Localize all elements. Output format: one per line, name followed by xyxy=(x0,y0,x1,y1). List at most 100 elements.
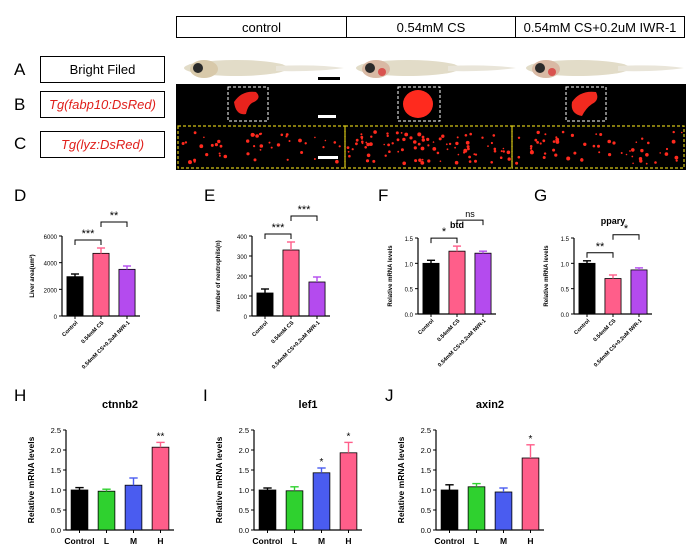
neutrophil-dot xyxy=(346,146,350,149)
y-axis-label: number of neutrophils(n) xyxy=(216,240,222,311)
neutrophil-dot xyxy=(427,159,431,163)
neutrophil-dot xyxy=(285,135,288,138)
neutrophil-dot xyxy=(400,148,404,152)
significance-label: ** xyxy=(596,241,605,253)
panel-letter-e: E xyxy=(204,186,216,205)
neutrophil-dot xyxy=(672,130,675,134)
neutrophil-dot xyxy=(364,146,367,149)
x-tick-label: H xyxy=(527,536,533,546)
neutrophil-dot xyxy=(259,144,264,148)
neutrophil-dot xyxy=(659,152,661,154)
neutrophil-dot xyxy=(446,148,449,151)
neutrophil-dot xyxy=(421,158,424,161)
neutrophil-dot xyxy=(640,148,644,153)
neutrophil-dot xyxy=(639,159,643,163)
y-tick-label: 0.5 xyxy=(421,506,431,515)
neutrophil-dot xyxy=(366,153,371,158)
x-tick-label: Control xyxy=(417,318,435,336)
neutrophil-dot xyxy=(391,142,394,145)
neutrophil-dot xyxy=(404,132,409,137)
neutrophil-dot xyxy=(607,139,611,144)
neutrophil-dot xyxy=(536,130,540,135)
panel-letter-b: B xyxy=(14,95,26,114)
bright-field-images xyxy=(184,60,684,80)
neutrophil-dot xyxy=(432,141,435,143)
y-axis-label: Liver area(um²) xyxy=(29,254,36,297)
neutrophil-dot xyxy=(387,143,390,147)
neutrophil-dot xyxy=(515,161,519,165)
neutrophil-dot xyxy=(355,138,359,142)
neutrophil-dot xyxy=(664,152,669,156)
y-tick-label: 4000 xyxy=(44,262,58,268)
neutrophil-dot xyxy=(598,151,601,154)
chart-neutrophils: 0 100 200 300 400 number of neutrophils(n) Con… xyxy=(216,204,330,371)
neutrophil-dot xyxy=(255,134,259,138)
y-tick-label: 0.0 xyxy=(421,526,431,535)
neutrophil-dot xyxy=(490,161,494,164)
neutrophil-dot xyxy=(203,136,205,139)
neutrophil-dot xyxy=(464,134,468,137)
neutrophil-dot xyxy=(270,146,273,149)
neutrophil-dot xyxy=(210,143,214,147)
neutrophil-dot xyxy=(529,145,533,148)
y-tick-label: 1.5 xyxy=(51,466,61,475)
neutrophil-dot xyxy=(361,140,364,144)
bar-2 xyxy=(92,252,110,317)
bar-3 xyxy=(494,491,513,531)
row-label-bright-field: Bright Filed xyxy=(40,56,165,83)
bar-3 xyxy=(118,268,136,317)
neutrophil-dot xyxy=(493,147,497,151)
x-tick-label: 0.54mM CS+0.2uM IWR-1 xyxy=(437,318,487,368)
neutrophil-dot xyxy=(181,142,185,145)
bar-3 xyxy=(124,484,143,531)
neutrophil-dot xyxy=(544,133,547,136)
y-tick-label: 1.0 xyxy=(421,486,431,495)
panel-letter-h: H xyxy=(14,386,27,405)
neutrophil-dot xyxy=(348,154,351,158)
neutrophil-dot xyxy=(631,148,635,152)
x-tick-label: Control xyxy=(61,320,79,338)
panel-letter-g: G xyxy=(534,186,548,205)
neutrophil-dot xyxy=(193,131,197,135)
significance-label: *** xyxy=(272,222,286,234)
neutrophil-dot xyxy=(599,133,603,136)
chart-title: ppary xyxy=(601,216,626,226)
y-axis-label: Relative mRNA levels xyxy=(544,245,550,307)
neutrophil-dot xyxy=(388,150,391,153)
neutrophil-dot xyxy=(313,158,316,160)
significance-bracket xyxy=(264,233,292,239)
neutrophil-dot xyxy=(300,151,304,154)
panel-letter-f: F xyxy=(378,186,389,205)
y-tick-label: 0.0 xyxy=(51,526,61,535)
x-tick-label: L xyxy=(292,536,297,546)
neutrophil-dot xyxy=(347,150,350,153)
bar-4 xyxy=(339,452,358,531)
neutrophil-dot xyxy=(583,142,587,146)
liver-control xyxy=(227,86,336,122)
neutrophil-dot xyxy=(665,147,669,151)
neutrophil-dot xyxy=(373,130,377,134)
chart-lef1: lef1 0.0 0.5 1.0 1.5 2.0 2.5 Relative mRNA leve… xyxy=(214,399,362,546)
neutrophil-dot xyxy=(366,142,370,147)
significance-label: * xyxy=(624,223,629,235)
neutrophil-dot xyxy=(418,158,422,162)
neutrophil-dot xyxy=(552,148,556,152)
bar-3 xyxy=(630,269,648,315)
chart-liver-area: 0 2000 4000 6000 Liver area(um²) Control 0.54m… xyxy=(29,210,140,371)
neutrophil-dot xyxy=(500,150,503,153)
y-tick-label: 1.0 xyxy=(561,262,570,268)
y-tick-label: 0.0 xyxy=(405,313,414,319)
neutrophil-dot xyxy=(463,148,468,153)
neutrophil-dot xyxy=(608,153,612,157)
bar-3 xyxy=(308,281,326,317)
neutrophil-dot xyxy=(421,138,425,142)
neutrophil-dot xyxy=(536,141,539,144)
neutrophil-dot xyxy=(631,155,634,158)
neutrophil-dot xyxy=(507,157,511,161)
neutrophil-dot xyxy=(361,142,364,145)
chart-ppary: ppary 0.0 0.5 1.0 1.5 Relative mRNA levels Con… xyxy=(544,216,652,369)
neutrophil-dot xyxy=(502,150,505,153)
row-label-fabp10: Tg(fabp10:DsRed) xyxy=(40,91,165,118)
neutrophil-dot xyxy=(370,135,373,138)
